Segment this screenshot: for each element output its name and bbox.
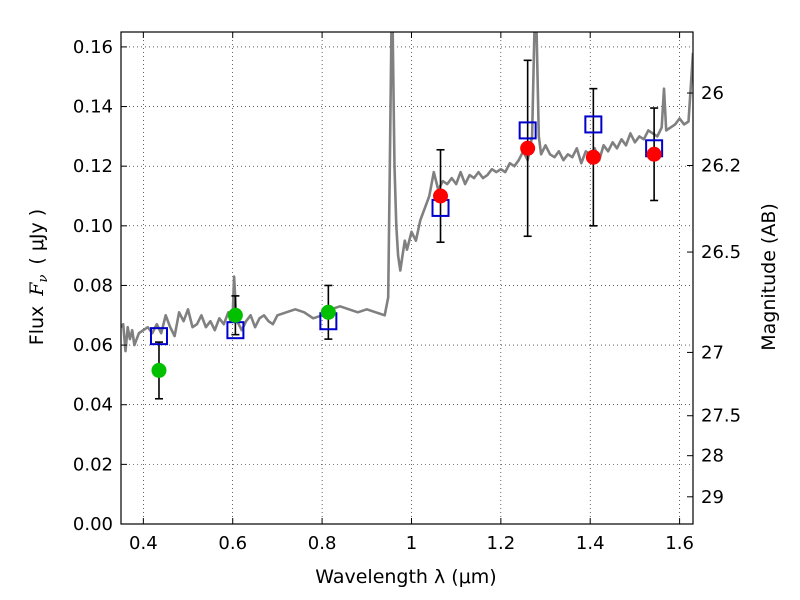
x-tick-label: 0.6 (218, 533, 247, 554)
mag-tick-label: 28 (701, 446, 724, 467)
error-bars (154, 59, 659, 400)
mag-tick-label: 29 (701, 487, 724, 508)
x-tick-label: 1.6 (665, 533, 694, 554)
sed-model-line (121, 32, 693, 353)
y-axis-title-units: ( μJy ) (26, 209, 48, 265)
mag-tick-label: 27.5 (701, 406, 741, 427)
grid (121, 32, 693, 525)
y-axis-title-symbol: F (26, 282, 48, 297)
x-tick-label: 0.8 (308, 533, 337, 554)
y-tick-label: 0.10 (73, 216, 113, 237)
mag-tick-label: 26.2 (701, 156, 741, 177)
observed-point (320, 304, 336, 320)
x-tick-label: 1 (406, 533, 417, 554)
y-axis-title-subscript: ν (36, 275, 51, 283)
observed-photometry-series (151, 140, 662, 378)
mag-tick-label: 26.5 (701, 242, 741, 263)
x-axis-title: Wavelength λ (μm) (315, 566, 496, 588)
y-tick-label: 0.12 (73, 156, 113, 177)
right-axis-title: Magnitude (AB) (758, 203, 780, 351)
sed-model-series (121, 32, 693, 353)
plot-frame (120, 31, 694, 525)
x-tick-label: 1.4 (576, 533, 605, 554)
x-tick-labels: 0.4 0.6 0.8 1 1.2 1.4 1.6 (129, 533, 694, 554)
y-tick-label: 0.06 (73, 335, 113, 356)
y-axis-title-prefix: Flux (26, 306, 48, 346)
y-tick-label: 0.04 (73, 395, 113, 416)
y-tick-label: 0.16 (73, 37, 113, 58)
observed-point (646, 146, 662, 162)
y-tick-label: 0.08 (73, 275, 113, 296)
y-tick-label: 0.02 (73, 454, 113, 475)
model-photometry-point (584, 115, 603, 134)
observed-point (520, 140, 536, 156)
y-tick-label: 0.00 (73, 514, 113, 535)
magnitude-tick-labels: 26 26.2 26.5 27 27.5 28 29 (701, 83, 741, 508)
model-photometry-point (518, 121, 537, 140)
mag-tick-label: 26 (701, 83, 724, 104)
mag-tick-label: 27 (701, 342, 724, 363)
observed-point (227, 307, 243, 323)
x-tick-label: 1.2 (487, 533, 516, 554)
y-tick-label: 0.14 (73, 97, 113, 118)
y-axis-title: Flux Fν ( μJy ) (26, 209, 51, 345)
observed-point (151, 362, 167, 378)
axis-ticks (121, 32, 693, 525)
model-photometry-point (149, 327, 168, 346)
x-tick-label: 0.4 (129, 533, 158, 554)
y-tick-labels: 0.00 0.02 0.04 0.06 0.08 0.10 0.12 0.14 0.16 (73, 37, 113, 535)
observed-point (433, 188, 449, 204)
observed-point (585, 149, 601, 165)
